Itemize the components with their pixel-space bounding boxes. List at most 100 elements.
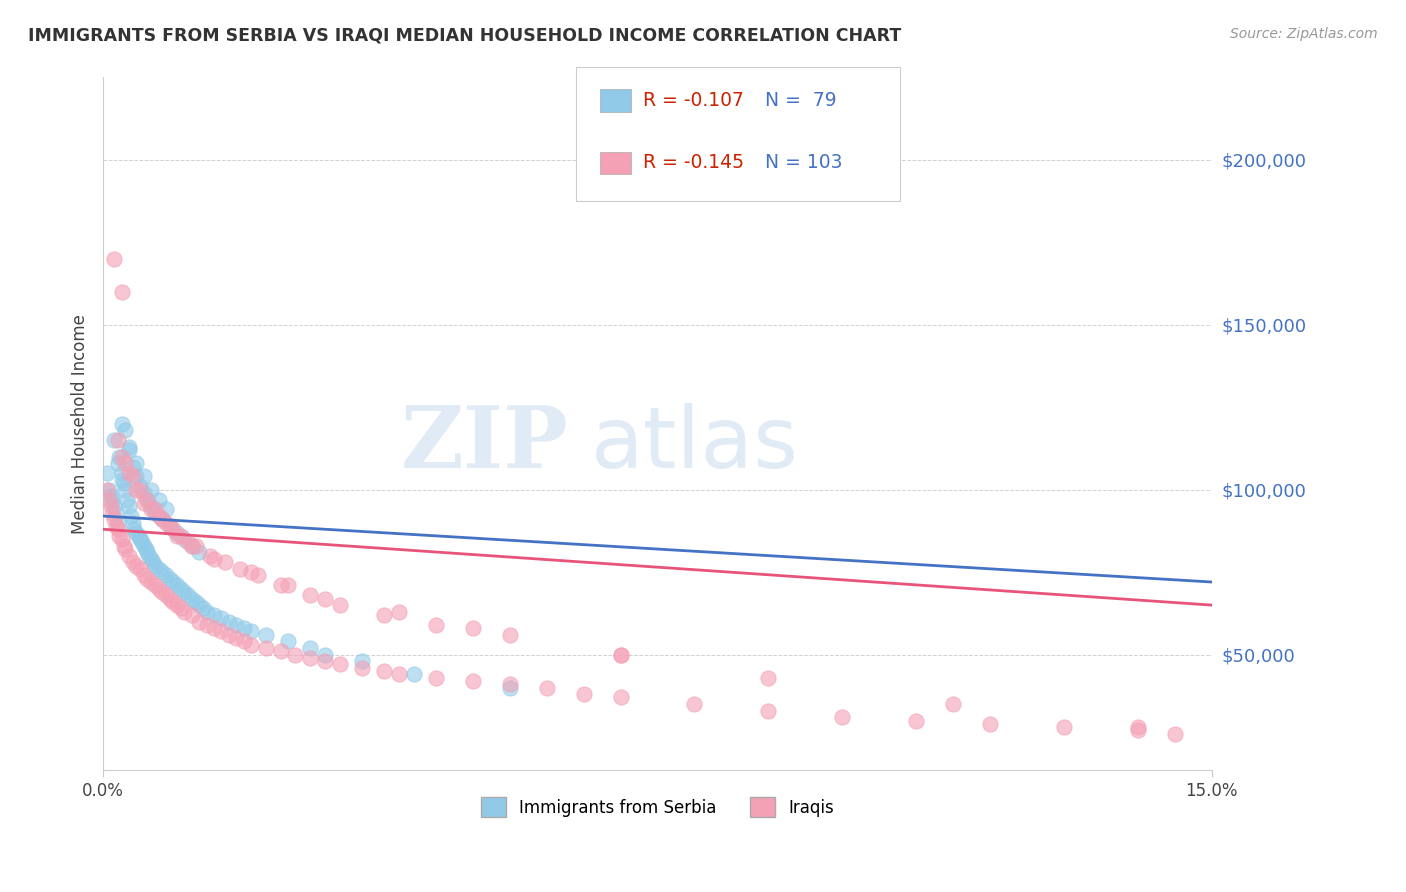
Point: [112, 476, 135, 491]
Point: [107, 516, 129, 530]
Point: [536, 681, 558, 695]
Point: [200, 549, 222, 563]
Point: [159, 519, 181, 533]
Point: [177, 588, 200, 602]
Point: [150, 565, 173, 579]
Point: [141, 483, 163, 497]
Point: [121, 469, 143, 483]
Point: [155, 568, 177, 582]
Point: [239, 638, 262, 652]
Point: [132, 568, 155, 582]
Point: [155, 502, 177, 516]
Point: [402, 667, 425, 681]
Point: [148, 492, 170, 507]
Point: [388, 605, 411, 619]
Point: [150, 512, 173, 526]
Point: [209, 611, 232, 625]
Point: [141, 502, 163, 516]
Point: [609, 648, 631, 662]
Point: [150, 585, 173, 599]
Point: [173, 532, 195, 546]
Point: [350, 661, 373, 675]
Point: [609, 648, 631, 662]
Point: [173, 585, 195, 599]
Point: [254, 640, 277, 655]
Text: IMMIGRANTS FROM SERBIA VS IRAQI MEDIAN HOUSEHOLD INCOME CORRELATION CHART: IMMIGRANTS FROM SERBIA VS IRAQI MEDIAN H…: [28, 27, 901, 45]
Point: [314, 648, 336, 662]
Point: [118, 443, 141, 458]
Point: [100, 489, 122, 503]
Point: [110, 532, 132, 546]
Point: [136, 545, 159, 559]
Point: [136, 492, 159, 507]
Point: [125, 558, 148, 573]
Point: [103, 499, 125, 513]
Point: [103, 252, 125, 266]
Point: [239, 565, 262, 579]
Point: [314, 654, 336, 668]
Point: [1126, 720, 1149, 734]
Point: [277, 578, 299, 592]
Point: [118, 499, 141, 513]
Point: [270, 644, 292, 658]
Point: [132, 486, 155, 500]
Point: [129, 483, 152, 497]
Point: [299, 640, 322, 655]
Point: [1126, 723, 1149, 738]
Point: [756, 671, 779, 685]
Point: [118, 440, 141, 454]
Point: [202, 552, 225, 566]
Point: [350, 654, 373, 668]
Point: [188, 598, 211, 612]
Point: [138, 549, 160, 563]
Point: [162, 595, 184, 609]
Point: [148, 562, 170, 576]
Point: [142, 555, 165, 569]
Legend: Immigrants from Serbia, Iraqis: Immigrants from Serbia, Iraqis: [474, 790, 841, 824]
Point: [118, 549, 141, 563]
Point: [141, 574, 163, 589]
Point: [150, 512, 173, 526]
Point: [609, 690, 631, 705]
Point: [225, 618, 247, 632]
Point: [209, 624, 232, 639]
Point: [173, 605, 195, 619]
Point: [162, 522, 184, 536]
Point: [498, 677, 520, 691]
Point: [166, 598, 188, 612]
Point: [270, 578, 292, 592]
Point: [136, 492, 159, 507]
Point: [108, 450, 131, 464]
Point: [195, 605, 218, 619]
Point: [101, 506, 124, 520]
Point: [131, 535, 153, 549]
Point: [299, 588, 322, 602]
Point: [128, 529, 150, 543]
Point: [214, 555, 236, 569]
Point: [162, 574, 184, 589]
Point: [114, 423, 136, 437]
Point: [225, 631, 247, 645]
Text: ZIP: ZIP: [401, 402, 569, 486]
Point: [136, 572, 159, 586]
Point: [498, 681, 520, 695]
Text: Source: ZipAtlas.com: Source: ZipAtlas.com: [1230, 27, 1378, 41]
Point: [155, 516, 177, 530]
Point: [284, 648, 307, 662]
Point: [232, 634, 254, 648]
Point: [148, 582, 170, 596]
Point: [101, 492, 124, 507]
Point: [232, 621, 254, 635]
Point: [177, 535, 200, 549]
Point: [202, 621, 225, 635]
Point: [98, 492, 121, 507]
Text: R = -0.145: R = -0.145: [643, 153, 744, 172]
Point: [184, 539, 207, 553]
Point: [110, 285, 132, 299]
Point: [108, 529, 131, 543]
Point: [135, 542, 157, 557]
Point: [114, 483, 136, 497]
Point: [170, 601, 193, 615]
Point: [100, 499, 122, 513]
Point: [129, 562, 152, 576]
